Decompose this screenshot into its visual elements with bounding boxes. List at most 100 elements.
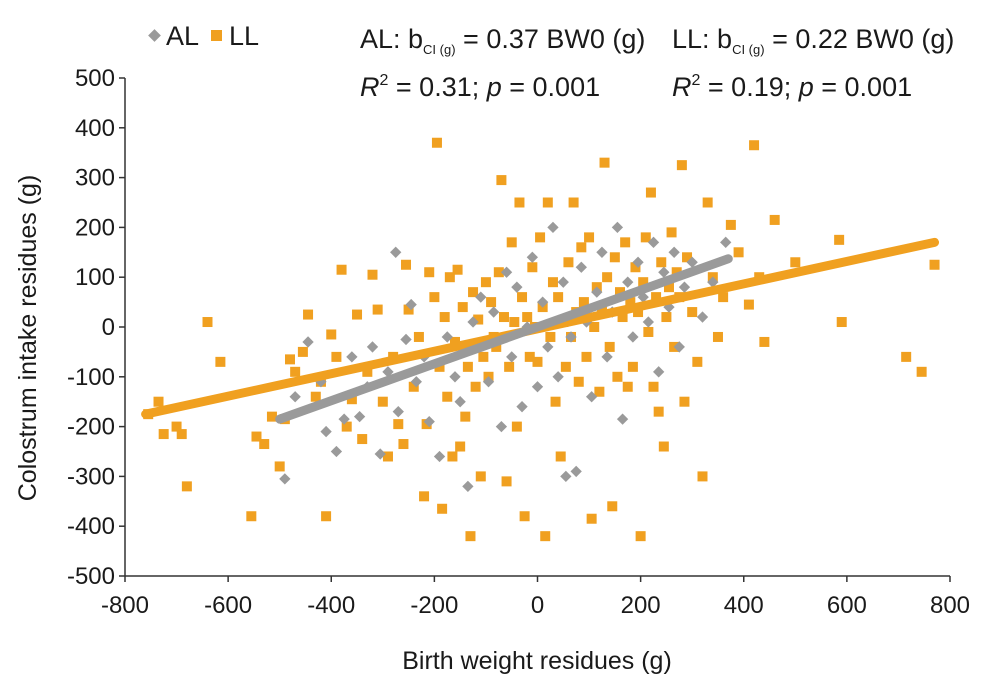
data-point-ll	[535, 232, 546, 243]
data-point-ll	[455, 441, 466, 452]
y-tick-label: -400	[67, 513, 115, 540]
data-point-al	[596, 246, 608, 258]
data-point-ll	[519, 511, 530, 522]
ll-eq-sub: CI (g)	[732, 42, 765, 57]
data-point-ll	[437, 503, 448, 514]
data-point-ll	[617, 312, 628, 323]
data-point-ll	[622, 381, 633, 392]
data-point-ll	[251, 431, 262, 442]
data-point-ll	[586, 513, 597, 524]
data-point-ll	[403, 304, 414, 315]
data-point-al	[686, 256, 698, 268]
data-point-ll	[470, 381, 481, 392]
data-point-ll	[718, 292, 729, 303]
data-point-ll	[576, 242, 587, 253]
y-ticks: -500 -400 -300 -200 -100 0 100 200 300 400 500	[67, 65, 125, 590]
data-point-al	[601, 351, 613, 363]
data-point-ll	[377, 396, 388, 407]
data-point-ll	[331, 351, 342, 362]
data-point-al	[279, 473, 291, 485]
data-point-al	[441, 331, 453, 343]
data-point-ll	[725, 219, 736, 230]
data-point-ll	[769, 214, 780, 225]
data-point-al	[353, 410, 366, 423]
data-point-al	[611, 221, 624, 234]
data-point-ll	[602, 272, 613, 283]
data-point-al	[516, 401, 528, 413]
data-point-al	[653, 366, 665, 378]
ll-stat-r: R	[672, 72, 692, 102]
data-point-ll	[584, 232, 595, 243]
ll-stat-end: = 0.001	[814, 72, 912, 102]
data-point-ll	[627, 361, 638, 372]
al-stat-end: = 0.001	[502, 72, 600, 102]
y-tick-label: 300	[75, 165, 115, 192]
x-axis-title: Birth weight residues (g)	[402, 647, 672, 675]
ll-stat-sup: 2	[692, 72, 701, 89]
data-point-al	[585, 391, 598, 403]
data-point-al	[526, 251, 539, 263]
data-point-ll	[408, 381, 419, 392]
ll-eq-prefix: LL: b	[672, 24, 732, 54]
legend-marker-ll	[211, 30, 222, 41]
data-point-al	[410, 376, 422, 388]
data-point-ll	[452, 264, 463, 275]
al-eq-sub: CI (g)	[423, 42, 456, 57]
data-point-ll	[676, 160, 687, 171]
data-point-ll	[310, 391, 321, 402]
data-point-ll	[604, 341, 615, 352]
data-point-ll	[442, 391, 453, 402]
data-point-ll	[635, 531, 646, 542]
data-point-al	[647, 236, 660, 248]
data-point-ll	[599, 157, 610, 168]
data-point-ll	[651, 292, 662, 303]
data-point-ll	[517, 292, 528, 303]
data-point-ll	[158, 429, 169, 440]
y-axis-title: Colostrum intake residues (g)	[14, 175, 42, 502]
data-point-al	[658, 266, 670, 278]
data-point-ll	[460, 411, 471, 422]
data-point-al	[616, 413, 629, 425]
ll-eq-suffix: = 0.22 BW0 (g)	[765, 24, 955, 54]
data-point-ll	[393, 419, 404, 430]
x-tick-label: 800	[930, 592, 970, 619]
data-point-ll	[929, 259, 940, 270]
data-point-ll	[916, 366, 927, 377]
data-point-al	[570, 465, 582, 478]
data-point-al	[720, 236, 732, 248]
data-point-ll	[682, 252, 693, 263]
x-tick-label: -800	[101, 592, 149, 619]
data-point-ll	[434, 361, 445, 372]
data-point-al	[673, 341, 685, 353]
annotation-al: AL: bCI (g) = 0.37 BW0 (g) R2 = 0.31; p …	[360, 24, 645, 102]
data-point-al	[346, 351, 358, 363]
y-tick-label: 200	[75, 214, 115, 241]
data-point-ll	[643, 326, 654, 337]
data-point-ll	[712, 331, 723, 342]
data-point-ll	[290, 366, 301, 377]
data-point-ll	[522, 312, 533, 323]
data-point-al	[707, 276, 719, 288]
data-point-ll	[834, 234, 845, 245]
data-point-ll	[346, 394, 357, 405]
data-point-al	[338, 413, 350, 425]
x-tick-label: 600	[827, 592, 867, 619]
data-point-ll	[398, 439, 409, 450]
legend-label-al: AL	[166, 21, 199, 51]
data-point-ll	[297, 346, 308, 357]
data-point-ll	[475, 471, 486, 482]
data-point-ll	[679, 396, 690, 407]
y-tick-label: 0	[102, 314, 115, 341]
data-point-ll	[176, 429, 187, 440]
data-point-ll	[578, 297, 589, 308]
al-stat-p: p	[486, 72, 502, 102]
data-point-al	[627, 331, 639, 343]
data-point-ll	[447, 451, 458, 462]
data-point-al	[488, 306, 500, 318]
data-point-ll	[215, 356, 226, 367]
data-point-ll	[563, 257, 574, 268]
al-stat-r: R	[360, 72, 380, 102]
data-point-al	[668, 246, 680, 258]
data-point-ll	[491, 341, 502, 352]
data-point-ll	[493, 267, 504, 278]
